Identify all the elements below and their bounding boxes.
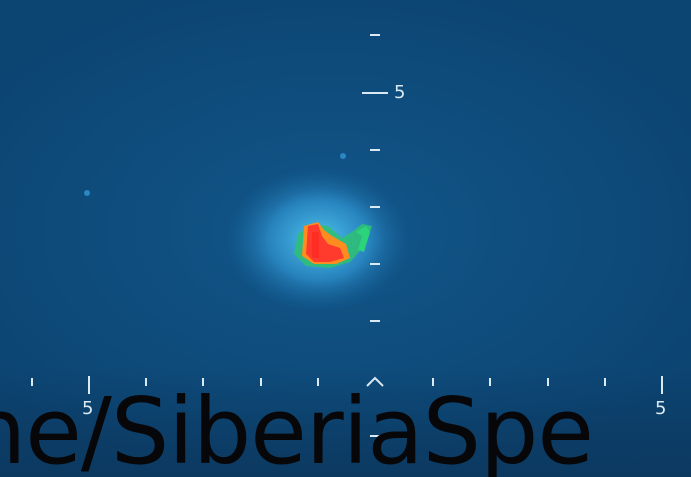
- horizontal-scale-right-label: 5: [655, 398, 667, 419]
- vertical-scale-label: 5: [394, 82, 406, 103]
- caret-up-icon: [366, 376, 384, 387]
- bottom-shade: [0, 367, 691, 477]
- horizontal-scale-left-label: 5: [82, 398, 94, 419]
- noise-speck: [84, 190, 90, 196]
- watermark-text: ne/SiberiaSpe: [0, 378, 594, 477]
- heat-core-red-detail: [312, 232, 319, 258]
- horizontal-scale: [31, 376, 663, 394]
- noise-speck: [340, 153, 346, 159]
- vertical-scale: [362, 34, 388, 437]
- heat-green-mark: [356, 226, 370, 252]
